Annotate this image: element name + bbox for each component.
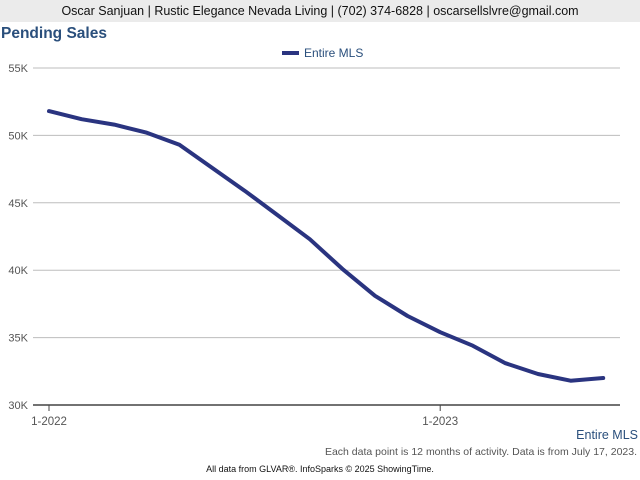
legend-swatch-entire-mls (282, 51, 299, 55)
series-line-entire-mls (47, 109, 606, 383)
y-tick-label: 35K (8, 333, 28, 345)
chart-title: Pending Sales (1, 25, 107, 42)
series-caption: Entire MLS (576, 428, 638, 442)
legend-label-entire-mls: Entire MLS (304, 46, 364, 60)
chart-legend[interactable]: Entire MLS (282, 46, 363, 60)
y-tick-label: 45K (8, 198, 28, 210)
x-tick-label: 1-2023 (422, 416, 458, 428)
axes: 30K 35K 40K 45K 50K 55K 1-2022 1-2023 (8, 63, 620, 428)
data-credits: All data from GLVAR®. InfoSparks © 2025 … (206, 464, 434, 474)
grid-lines (33, 67, 620, 339)
data-footnote: Each data point is 12 months of activity… (324, 446, 637, 458)
x-tick-label: 1-2022 (31, 416, 67, 428)
y-tick-label: 55K (8, 63, 28, 75)
y-tick-label: 50K (8, 130, 28, 142)
agent-contact-header: Oscar Sanjuan | Rustic Elegance Nevada L… (0, 0, 640, 22)
y-tick-label: 30K (8, 400, 28, 412)
y-tick-label: 40K (8, 265, 28, 277)
series-layer (47, 109, 606, 383)
